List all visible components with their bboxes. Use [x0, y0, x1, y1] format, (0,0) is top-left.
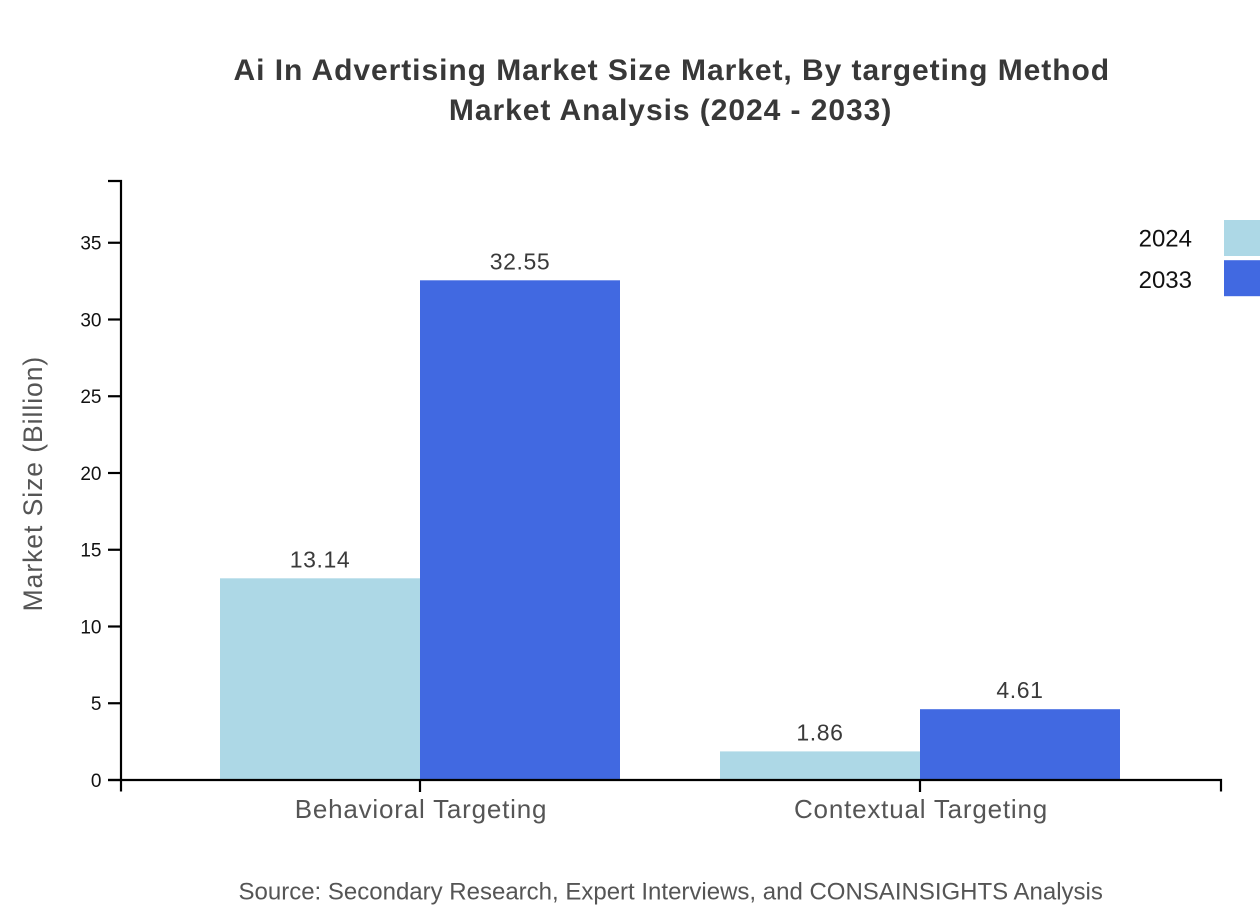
svg-text:20: 20: [80, 464, 101, 485]
svg-text:32.55: 32.55: [490, 248, 551, 274]
svg-text:Behavioral Targeting: Behavioral Targeting: [295, 794, 548, 824]
svg-text:25: 25: [80, 387, 101, 408]
svg-text:35: 35: [80, 234, 101, 255]
svg-text:10: 10: [80, 617, 101, 638]
svg-text:2033: 2033: [1139, 267, 1192, 294]
svg-text:Market Analysis (2024 - 2033): Market Analysis (2024 - 2033): [449, 94, 892, 127]
svg-text:15: 15: [80, 541, 101, 562]
svg-text:1.86: 1.86: [796, 719, 843, 745]
svg-text:4.61: 4.61: [996, 677, 1043, 703]
svg-text:Market Size (Billion): Market Size (Billion): [18, 356, 48, 612]
svg-text:Ai In Advertising Market Size: Ai In Advertising Market Size Market, By…: [234, 54, 1111, 87]
svg-text:Source: Secondary Research, Ex: Source: Secondary Research, Expert Inter…: [239, 879, 1103, 906]
svg-text:0: 0: [91, 771, 102, 792]
svg-text:13.14: 13.14: [290, 546, 351, 572]
svg-text:5: 5: [91, 694, 102, 715]
svg-text:30: 30: [80, 310, 101, 331]
svg-text:2024: 2024: [1139, 226, 1192, 253]
svg-text:Contextual Targeting: Contextual Targeting: [794, 794, 1048, 824]
